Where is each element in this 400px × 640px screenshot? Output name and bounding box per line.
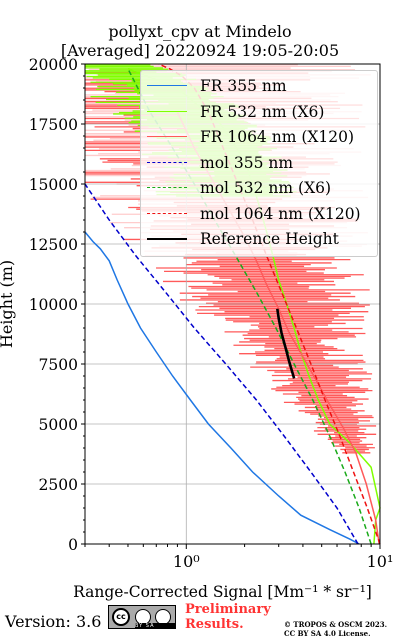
license-strip: BY SA	[135, 623, 175, 629]
chart-title-line1: pollyxt_cpv at Mindelo	[108, 22, 292, 41]
legend-swatch	[147, 187, 187, 188]
chart-title-line2: [Averaged] 20220924 19:05-20:05	[60, 41, 340, 60]
cc-icon: cc	[112, 608, 130, 626]
legend-label: Reference Height	[200, 230, 339, 248]
legend-swatch	[147, 85, 187, 86]
y-tick-label: 17500	[29, 116, 78, 134]
legend-swatch	[147, 161, 187, 163]
y-tick-label: 5000	[39, 416, 78, 434]
chart-legend: FR 355 nm FR 532 nm (X6) FR 1064 nm (X120)…	[140, 70, 378, 257]
legend-swatch	[147, 110, 187, 112]
y-tick-label: 15000	[29, 176, 78, 194]
reference-height-line	[276, 308, 296, 379]
legend-swatch	[147, 238, 187, 240]
legend-label: mol 355 nm	[200, 153, 294, 172]
y-tick-label: 12500	[29, 236, 78, 254]
y-tick-label: 2500	[39, 476, 78, 494]
legend-swatch	[147, 136, 187, 137]
legend-label: mol 1064 nm (X120)	[200, 204, 361, 223]
legend-label: mol 532 nm (X6)	[200, 179, 332, 197]
x-tick-label: 10⁰	[173, 552, 200, 571]
version-label: Version: 3.6	[5, 612, 102, 631]
y-tick-label: 0	[68, 536, 78, 554]
x-axis-label: Range-Corrected Signal [Mm⁻¹ * sr⁻¹]	[73, 583, 372, 601]
legend-label: FR 1064 nm (X120)	[200, 128, 355, 146]
copyright-line1: © TROPOS & OSCM 2023.	[284, 620, 388, 629]
y-tick-label: 20000	[29, 56, 78, 74]
y-tick-label: 7500	[39, 356, 78, 374]
legend-swatch	[147, 212, 187, 214]
mol355-line	[84, 183, 359, 545]
copyright-line2: CC BY SA 4.0 License.	[284, 629, 371, 638]
preliminary-line2: Results.	[185, 617, 244, 632]
preliminary-line1: Preliminary	[185, 602, 271, 617]
y-tick-label: 10000	[29, 296, 78, 314]
x-tick-label: 10¹	[367, 552, 394, 571]
legend-label: FR 355 nm	[200, 77, 287, 95]
y-axis-label: Height (m)	[0, 260, 16, 348]
legend-label: FR 532 nm (X6)	[200, 102, 325, 121]
preliminary-notice: Preliminary Results.	[185, 602, 271, 632]
copyright-notice: © TROPOS & OSCM 2023. CC BY SA 4.0 Licen…	[284, 620, 387, 638]
cc-license-badge[interactable]: cc BY SA	[108, 605, 176, 629]
fr355-line	[84, 231, 360, 545]
